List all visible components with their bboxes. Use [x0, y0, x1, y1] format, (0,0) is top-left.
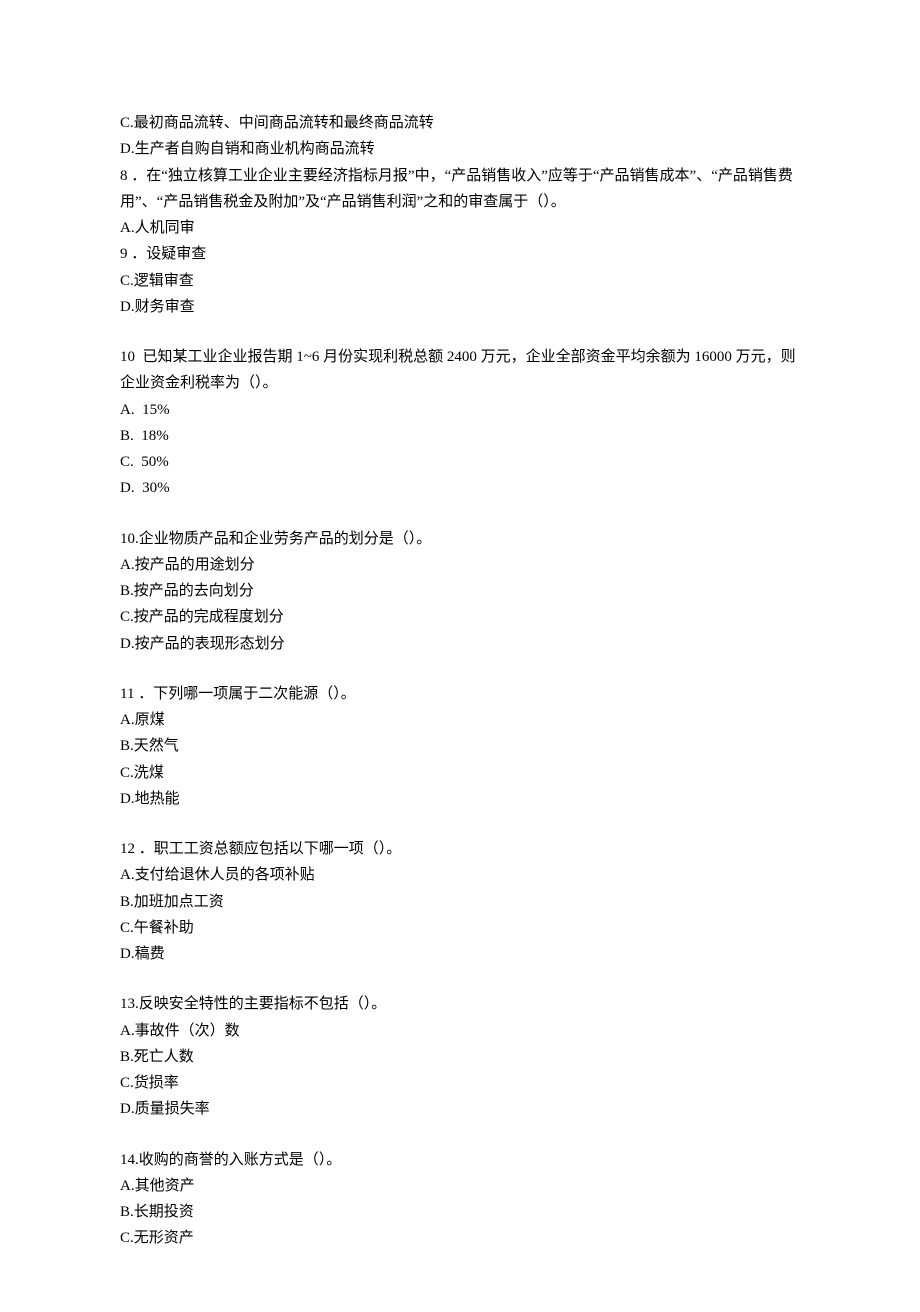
- option-line: A. 15%: [120, 397, 800, 423]
- option-line: B.按产品的去向划分: [120, 578, 800, 604]
- option-line: A.支付给退休人员的各项补贴: [120, 862, 800, 888]
- option-line: D.质量损失率: [120, 1096, 800, 1122]
- question-block: 11 ．下列哪一项属于二次能源（）。 A.原煤 B.天然气 C.洗煤 D.地热能: [120, 681, 800, 812]
- option-line: D. 30%: [120, 475, 800, 501]
- option-line: B.天然气: [120, 733, 800, 759]
- option-line: C.按产品的完成程度划分: [120, 604, 800, 630]
- option-line: A.按产品的用途划分: [120, 552, 800, 578]
- option-line: A.其他资产: [120, 1173, 800, 1199]
- option-line: D.地热能: [120, 786, 800, 812]
- option-line: D.稿费: [120, 941, 800, 967]
- option-line: B.死亡人数: [120, 1044, 800, 1070]
- question-line: 13.反映安全特性的主要指标不包括（）。: [120, 991, 800, 1017]
- option-line: A.人机同审: [120, 215, 800, 241]
- question-block: C.最初商品流转、中间商品流转和最终商品流转 D.生产者自购自销和商业机构商品流…: [120, 110, 800, 320]
- option-line: C.洗煤: [120, 760, 800, 786]
- document-page: C.最初商品流转、中间商品流转和最终商品流转 D.生产者自购自销和商业机构商品流…: [0, 0, 920, 1312]
- option-line: B. 18%: [120, 423, 800, 449]
- option-line: 9 ．设疑审查: [120, 241, 800, 267]
- option-line: C.午餐补助: [120, 915, 800, 941]
- option-line: C.无形资产: [120, 1225, 800, 1251]
- option-line: C.逻辑审查: [120, 268, 800, 294]
- question-line: 12 ．职工工资总额应包括以下哪一项（）。: [120, 836, 800, 862]
- question-line: 11 ．下列哪一项属于二次能源（）。: [120, 681, 800, 707]
- option-line: A.原煤: [120, 707, 800, 733]
- option-line: B.长期投资: [120, 1199, 800, 1225]
- question-line: 8 ．在“独立核算工业企业主要经济指标月报”中，“产品销售收入”应等于“产品销售…: [120, 163, 800, 216]
- option-line: C.最初商品流转、中间商品流转和最终商品流转: [120, 110, 800, 136]
- question-block: 10.企业物质产品和企业劳务产品的划分是（）。 A.按产品的用途划分 B.按产品…: [120, 526, 800, 657]
- option-line: A.事故件（次）数: [120, 1018, 800, 1044]
- question-line: 14.收购的商誉的入账方式是（）。: [120, 1147, 800, 1173]
- question-block: 14.收购的商誉的入账方式是（）。 A.其他资产 B.长期投资 C.无形资产: [120, 1147, 800, 1252]
- question-block: 12 ．职工工资总额应包括以下哪一项（）。 A.支付给退休人员的各项补贴 B.加…: [120, 836, 800, 967]
- option-line: D.财务审查: [120, 294, 800, 320]
- question-line: 10 已知某工业企业报告期 1~6 月份实现利税总额 2400 万元，企业全部资…: [120, 344, 800, 397]
- option-line: C.货损率: [120, 1070, 800, 1096]
- option-line: C. 50%: [120, 449, 800, 475]
- option-line: B.加班加点工资: [120, 889, 800, 915]
- question-line: 10.企业物质产品和企业劳务产品的划分是（）。: [120, 526, 800, 552]
- question-block: 13.反映安全特性的主要指标不包括（）。 A.事故件（次）数 B.死亡人数 C.…: [120, 991, 800, 1122]
- option-line: D.按产品的表现形态划分: [120, 631, 800, 657]
- option-line: D.生产者自购自销和商业机构商品流转: [120, 136, 800, 162]
- question-block: 10 已知某工业企业报告期 1~6 月份实现利税总额 2400 万元，企业全部资…: [120, 344, 800, 502]
